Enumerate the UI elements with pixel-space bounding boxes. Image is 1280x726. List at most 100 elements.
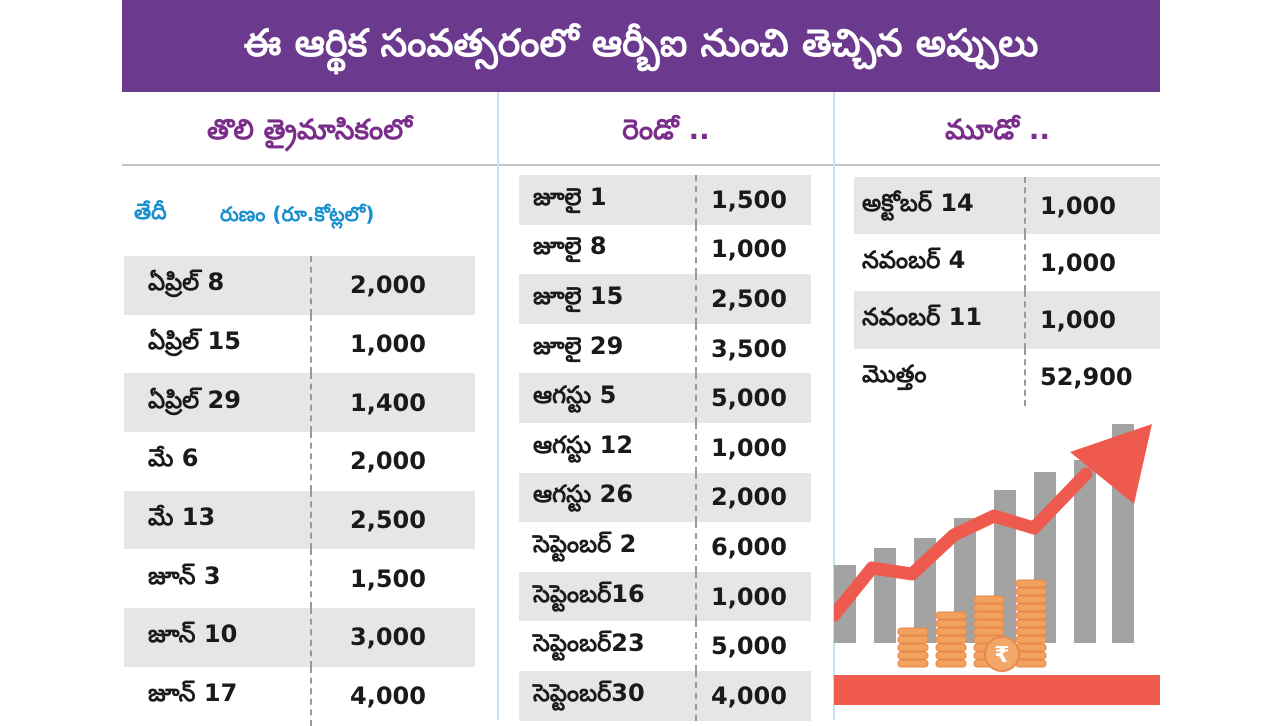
table-row: ఏప్రిల్ 29 1,400: [124, 373, 475, 433]
amount-cell: 1,000: [1040, 191, 1116, 220]
table-row: నవంబర్ 11 1,000: [854, 291, 1160, 349]
cell-divider: [695, 571, 697, 622]
q1-table: ఏప్రిల్ 8 2,000 ఏప్రిల్ 15 1,000 ఏప్రిల్ 29 1…: [124, 256, 475, 726]
date-cell: సెప్టెంబర్23: [533, 629, 645, 658]
cell-divider: [310, 256, 312, 315]
table-row: జూలై 1 1,500: [519, 175, 811, 225]
date-cell: జూన్ 10: [148, 620, 238, 649]
page-title: ఈ ఆర్థిక సంవత్సరంలో ఆర్బీఐ నుంచి తెచ్చిన…: [122, 0, 1160, 92]
amount-cell: 6,000: [711, 532, 787, 561]
table-row: మే 13 2,500: [124, 490, 475, 550]
table-row: ఏప్రిల్ 15 1,000: [124, 314, 475, 374]
amount-cell: 1,000: [711, 433, 787, 462]
table-row: సెప్టెంబర్23 5,000: [519, 621, 811, 671]
amount-cell: 5,000: [711, 384, 787, 413]
table-row: జూలై 29 3,500: [519, 323, 811, 374]
q3-heading: మూడో ..: [945, 113, 1050, 146]
base-strip: [834, 675, 1160, 705]
date-cell: జూలై 8: [533, 232, 607, 261]
date-cell: జూన్ 17: [148, 679, 238, 708]
cell-divider: [695, 323, 697, 374]
q2-table: జూలై 1 1,500 జూలై 8 1,000 జూలై 15 2,500 జూలై 2…: [519, 175, 811, 721]
date-cell: మొత్తం: [862, 360, 927, 389]
amount-cell: 1,500: [350, 564, 426, 593]
date-cell: ఆగస్టు 26: [533, 480, 634, 509]
amount-cell: 1,000: [1040, 305, 1116, 334]
q1-heading: తొలి త్రైమాసికంలో: [206, 113, 413, 146]
table-row: సెప్టెంబర్30 4,000: [519, 670, 811, 721]
cell-divider: [695, 373, 697, 423]
growth-chart-icon: ₹: [834, 424, 1160, 705]
growth-arrow-icon: [834, 424, 1152, 622]
rupee-coin-icon: [984, 636, 1020, 672]
amount-cell: 1,000: [711, 582, 787, 611]
amount-cell: 1,000: [711, 235, 787, 264]
cell-divider: [310, 549, 312, 609]
cell-divider: [310, 373, 312, 433]
q2-heading: రెండో ..: [622, 113, 710, 146]
table-row: జూలై 8 1,000: [519, 224, 811, 275]
table-row: జూలై 15 2,500: [519, 274, 811, 324]
table-row: నవంబర్ 4 1,000: [854, 234, 1160, 292]
cell-divider: [695, 274, 697, 324]
cell-divider: [1024, 177, 1026, 235]
table-row: మే 6 2,000: [124, 432, 475, 491]
table-row: సెప్టెంబర్ 2 6,000: [519, 522, 811, 572]
cell-divider: [695, 522, 697, 572]
date-cell: మే 13: [148, 503, 216, 532]
date-column-header: తేదీ: [134, 200, 167, 225]
cell-divider: [310, 432, 312, 491]
cell-divider: [310, 490, 312, 550]
table-row: జూన్ 3 1,500: [124, 549, 475, 609]
cell-divider: [695, 472, 697, 523]
heading-underline: [835, 164, 1160, 166]
cell-divider: [1024, 291, 1026, 349]
heading-underline: [122, 164, 497, 166]
cell-divider: [695, 175, 697, 225]
date-cell: ఏప్రిల్ 15: [148, 327, 241, 356]
amount-cell: 2,500: [350, 506, 426, 535]
heading-underline: [499, 164, 833, 166]
amount-cell: 5,000: [711, 632, 787, 661]
cell-divider: [695, 224, 697, 275]
table-row: జూన్ 10 3,000: [124, 608, 475, 667]
date-cell: అక్టోబర్ 14: [862, 188, 974, 217]
date-cell: సెప్టెంబర్ 2: [533, 529, 637, 558]
amount-cell: 2,000: [350, 271, 426, 300]
amount-cell: 1,400: [350, 388, 426, 417]
amount-cell: 1,500: [711, 185, 787, 214]
table-row: అక్టోబర్ 14 1,000: [854, 177, 1160, 235]
cell-divider: [310, 608, 312, 667]
table-row: మొత్తం 52,900: [854, 348, 1160, 406]
amount-cell: 3,500: [711, 334, 787, 363]
date-cell: మే 6: [148, 444, 199, 473]
amount-cell: 2,500: [711, 284, 787, 313]
date-cell: ఆగస్టు 5: [533, 381, 617, 410]
q3-table: అక్టోబర్ 14 1,000 నవంబర్ 4 1,000 నవంబర్ 11 1,…: [854, 177, 1160, 406]
cell-divider: [695, 422, 697, 473]
column-divider: [833, 92, 835, 720]
cell-divider: [695, 670, 697, 721]
date-cell: జూన్ 3: [148, 561, 221, 590]
amount-cell: 52,900: [1040, 363, 1133, 392]
rupee-symbol: ₹: [994, 643, 1009, 668]
date-cell: నవంబర్ 4: [862, 245, 966, 274]
date-cell: జూలై 29: [533, 331, 624, 360]
cell-divider: [1024, 234, 1026, 292]
table-row: ఆగస్టు 26 2,000: [519, 472, 811, 523]
amount-cell: 4,000: [350, 682, 426, 711]
date-cell: జూలై 15: [533, 281, 624, 310]
table-row: సెప్టెంబర్16 1,000: [519, 571, 811, 622]
amount-cell: 3,000: [350, 623, 426, 652]
date-cell: ఏప్రిల్ 29: [148, 385, 241, 414]
cell-divider: [695, 621, 697, 671]
date-cell: నవంబర్ 11: [862, 302, 983, 331]
date-cell: జూలై 1: [533, 182, 607, 211]
table-row: జూన్ 17 4,000: [124, 666, 475, 726]
date-cell: ఏప్రిల్ 8: [148, 268, 225, 297]
cell-divider: [1024, 348, 1026, 406]
amount-cell: 4,000: [711, 681, 787, 710]
cell-divider: [310, 314, 312, 374]
amount-column-header: రుణం (రూ.కోట్లలో): [220, 202, 375, 226]
table-row: ఏప్రిల్ 8 2,000: [124, 256, 475, 315]
